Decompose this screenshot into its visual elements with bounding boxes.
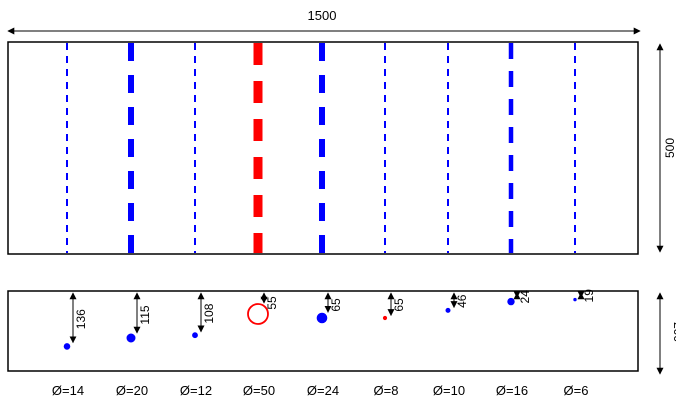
height-dimension-label-top: 500 [663,138,676,158]
rebar-section-circle [247,303,269,325]
depth-label: 108 [202,303,216,323]
diameter-label: Ø=10 [433,383,465,398]
depth-label: 136 [74,309,88,329]
rebar-section-circle [507,297,515,306]
rebar-section-circle [63,343,71,350]
height-dimension-label-bottom: 200 [671,322,676,342]
diameter-label: Ø=16 [496,383,528,398]
depth-label: 46 [455,294,469,308]
diameter-labels: Ø=14 Ø=20 Ø=12 Ø=50 Ø=24 Ø=8 Ø=10 Ø=16 Ø=6 [52,383,589,398]
section-view-slab [7,290,639,372]
rebar-section-circle [126,333,136,343]
section-rebar-group: 136 115 108 55 65 65 46 24 19 [63,289,596,350]
width-dimension-label: 1500 [308,8,337,23]
diameter-label: Ø=14 [52,383,84,398]
diameter-label: Ø=24 [307,383,339,398]
rebar-section-circle [382,315,388,321]
depth-label: 24 [518,290,532,304]
diameter-label: Ø=12 [180,383,212,398]
diameter-label: Ø=6 [564,383,589,398]
rebar-section-circle [445,307,451,313]
rebar-section-circle [573,297,577,302]
depth-label: 115 [138,305,152,324]
diameter-label: Ø=50 [243,383,275,398]
depth-label: 19 [582,289,596,303]
diameter-label: Ø=20 [116,383,148,398]
diameter-label: Ø=8 [374,383,399,398]
rebar-section-circle [316,312,328,324]
depth-label: 65 [329,298,343,312]
depth-label: 65 [392,298,406,312]
depth-label: 55 [265,296,279,310]
plan-rebar-lines [66,43,576,253]
plan-view-slab [7,41,639,255]
rebar-section-circle [192,332,198,339]
